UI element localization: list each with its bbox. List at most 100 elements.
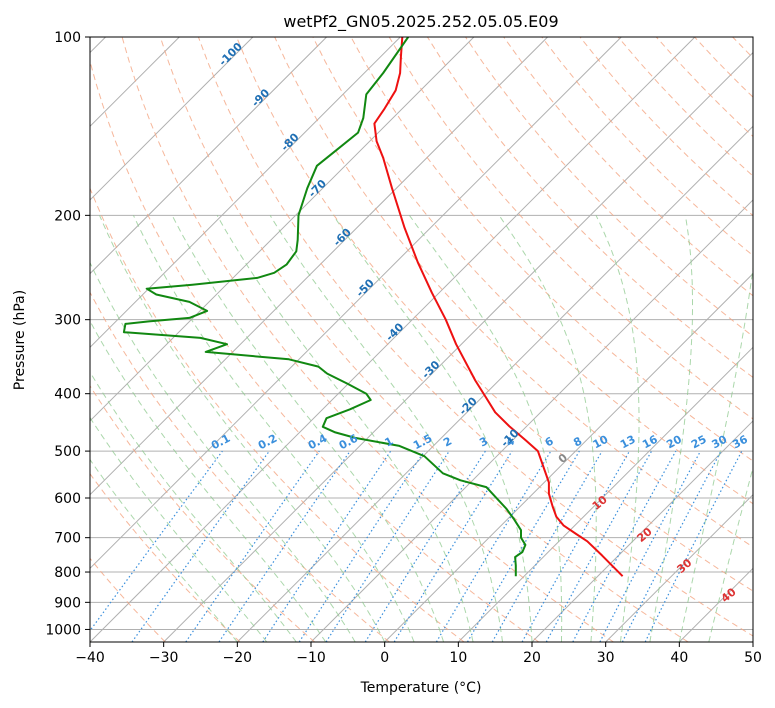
mixing-ratio-label: 20 [664,433,684,452]
dry-adiabat [732,37,753,59]
x-tick-label: −20 [223,650,253,666]
isotherm-line [163,51,753,642]
mixing-ratio-label: 10 [591,433,611,452]
moist-adiabat [99,215,386,642]
isotherm-line [90,37,475,422]
y-tick-label: 100 [54,30,81,46]
isotherm-line [531,420,753,642]
mixing-ratio-label: 0.4 [306,432,330,453]
moist-adiabat [171,215,445,642]
dry-adiabat [159,37,689,642]
y-tick-label: 400 [54,387,81,403]
x-tick-label: 10 [449,650,467,666]
x-axis-label: Temperature (°C) [360,680,482,696]
mixing-ratio-label: 25 [689,433,709,452]
isotherm-line [90,37,254,201]
x-tick-label: 30 [597,650,615,666]
mixing-ratio-label: 8 [571,434,584,449]
dry-adiabat [90,472,241,642]
isotherm-line [90,37,327,275]
plot-area: 0.1 0.2 0.4 0.6 1 1.5 2 3 4 6 8 10 13 16 20 25 30 36-100-… [90,37,775,642]
x-tick-label: 20 [523,650,541,666]
isotherm-line [236,125,753,642]
moist-adiabat [595,215,640,642]
y-tick-label: 800 [54,565,81,581]
y-tick-label: 500 [54,444,81,460]
moist-adiabat [332,215,533,642]
dry-adiabat [90,187,465,642]
moist-adiabat [90,416,268,642]
moist-adiabat [649,215,693,642]
dry-adiabat [541,37,753,257]
isotherm-label: -100 [216,40,245,69]
mixing-ratio-label: 1 [383,434,396,449]
x-tick-label: 0 [380,650,389,666]
isotherm-label: -70 [306,177,329,200]
x-tick-label: 40 [670,650,688,666]
isotherm-line [310,199,753,642]
y-axis: 100 200 300 400 500 600 700 800 900 1000 [45,30,90,638]
mixing-ratio-line [262,450,392,642]
mixing-ratio-label: 30 [710,433,730,452]
dry-adiabat [90,291,390,642]
isotherm-line [384,272,753,642]
mixing-ratio-label: 1.5 [411,432,434,453]
dewpoint-profile [122,37,527,577]
chart-title: wetPf2_GN05.2025.252.05.05.E09 [283,12,558,32]
dry-adiabat [655,37,753,138]
isotherm-line [457,346,753,642]
isotherm-line [90,37,622,570]
dry-adiabat [426,37,753,379]
dry-adiabat [388,37,753,420]
mixing-ratio-label: 3 [477,434,490,449]
moist-adiabat [90,261,356,642]
isotherm-label: -20 [457,394,480,417]
y-tick-label: 200 [54,208,81,224]
moist-adiabat [216,215,474,642]
isotherm-line [90,37,401,349]
mixing-ratio-line [521,450,631,642]
mixing-ratio-line [572,450,677,642]
moist-adiabat [408,215,563,642]
dry-adiabat [274,37,753,548]
mixing-ratio-label: 2 [441,434,454,449]
dry-adiabat [197,37,753,637]
moist-adiabat [90,371,297,642]
mixing-ratio-line [545,450,653,642]
y-tick-label: 700 [54,531,81,547]
mixing-ratio-label: 0.1 [209,432,232,453]
mixing-ratio-line [90,450,223,632]
mixing-ratio-line [131,450,270,642]
isotherm-line [678,567,753,642]
mixing-ratio-line [218,450,351,642]
isotherm-label: -90 [249,86,272,109]
mixing-ratio-line [644,450,743,642]
dry-adiabat [503,37,753,297]
moist-adiabat [678,264,753,642]
dry-adiabat [771,37,775,642]
plot-frame [89,36,754,643]
moist-adiabat-label: 30 [674,556,694,576]
x-tick-label: −40 [75,650,105,666]
moist-adiabat [90,320,327,642]
dry-adiabat [121,37,614,642]
mixing-ratio-line [185,450,320,642]
data-lines [122,37,624,577]
mixing-ratio-line [393,450,513,642]
x-axis: −40 −30 −20 −10 0 10 20 30 40 50 [75,642,762,666]
dry-adiabat [236,37,753,592]
dry-adiabat [465,37,753,338]
y-tick-label: 300 [54,313,81,329]
background-lines [90,37,775,642]
isotherm-line [90,37,548,496]
y-tick-label: 900 [54,595,81,611]
moist-adiabat-label: 10 [590,493,610,513]
x-tick-label: 50 [744,650,762,666]
mixing-ratio-line [298,450,425,642]
mixing-ratio-label: 6 [543,434,556,449]
mixing-ratio-label: 16 [640,433,660,452]
x-tick-label: −10 [296,650,326,666]
moist-adiabat [90,458,238,642]
moist-adiabat [708,465,753,642]
